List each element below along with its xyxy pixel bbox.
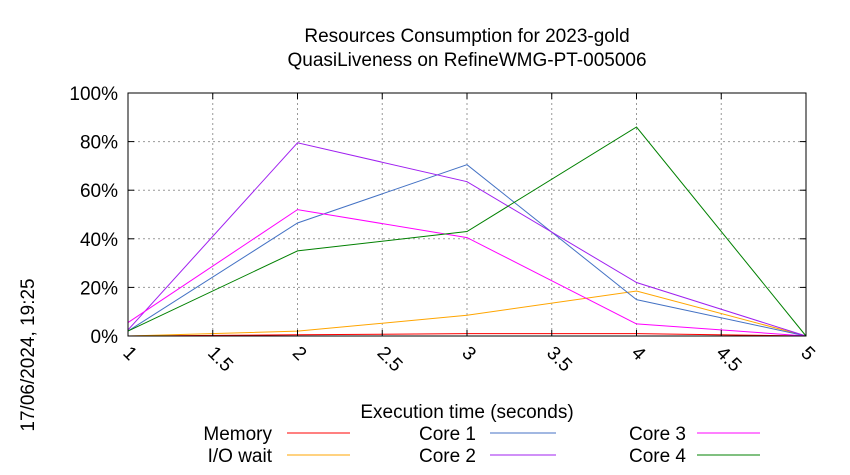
x-tick-label: 5	[796, 343, 818, 365]
series-line-core-2	[127, 142, 807, 337]
x-axis-label: Execution time (seconds)	[360, 402, 573, 423]
plot-frame	[127, 92, 807, 337]
x-tick-label: 4.5	[712, 343, 746, 377]
series-line-core-4	[127, 126, 807, 337]
chart-title: Resources Consumption for 2023-gold	[304, 26, 629, 47]
y-tick-label: 0%	[91, 327, 119, 348]
x-tick-label: 3.5	[542, 343, 576, 377]
y-tick-label: 60%	[80, 181, 118, 202]
legend-label: Core 3	[629, 424, 686, 445]
series-line-core-3	[127, 209, 807, 337]
legend-label: Core 4	[629, 446, 686, 467]
legend-label: I/O wait	[208, 446, 273, 467]
series-line-i-o-wait	[127, 290, 807, 337]
legend-label: Core 2	[419, 446, 476, 467]
y-tick-label: 80%	[80, 133, 118, 154]
x-tick-label: 2	[288, 343, 310, 365]
y-tick-label: 20%	[80, 278, 118, 299]
legend-label: Core 1	[419, 424, 476, 445]
grid	[128, 93, 806, 336]
x-tick-label: 2.5	[373, 343, 407, 377]
y-tick-label: 100%	[69, 84, 118, 105]
side-timestamp: 17/06/2024, 19:25	[18, 278, 39, 431]
y-tick-label: 40%	[80, 230, 118, 251]
x-tick-label: 3	[457, 343, 479, 365]
x-tick-label: 4	[627, 343, 650, 366]
x-tick-label: 1.5	[203, 343, 237, 377]
x-tick-label: 1	[118, 343, 140, 365]
axes: 0% 20% 40% 60% 80% 100% 1 1.5 2 2.5 3 3.5 4 4.5 5	[69, 84, 818, 376]
series-line-core-1	[127, 164, 807, 337]
legend-label: Memory	[203, 424, 272, 445]
chart-subtitle: QuasiLiveness on RefineWMG-PT-005006	[287, 50, 646, 71]
